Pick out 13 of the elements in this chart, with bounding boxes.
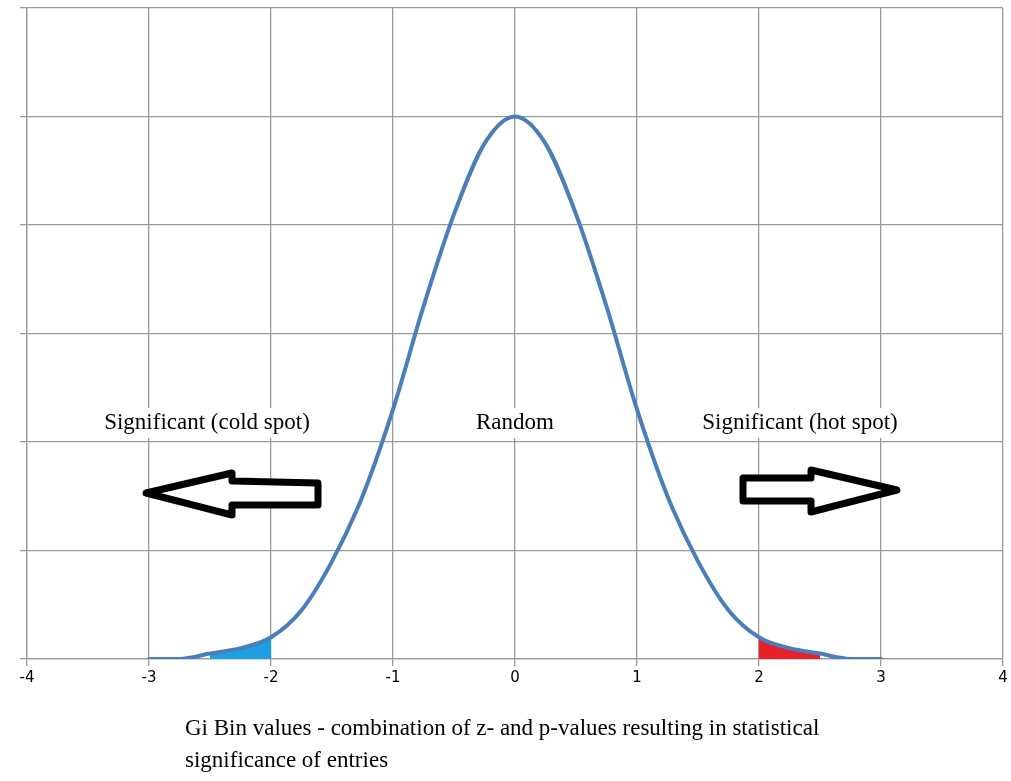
x-tick-label: 0 bbox=[510, 667, 520, 686]
x-tick-label: -3 bbox=[141, 667, 157, 686]
x-axis-title: Gi Bin values - combination of z- and p-values resulting in statistical significance of entries bbox=[185, 714, 821, 774]
annotation: Significant (hot spot) bbox=[702, 409, 898, 435]
x-tick-label: 1 bbox=[632, 667, 642, 686]
annotation: Significant (cold spot) bbox=[104, 409, 310, 435]
x-tick-label: -2 bbox=[263, 667, 279, 686]
x-tick-label: 2 bbox=[754, 667, 764, 686]
x-tick-label: -4 bbox=[19, 667, 35, 686]
x-tick-label: 4 bbox=[998, 667, 1008, 686]
x-tick-label: 3 bbox=[876, 667, 886, 686]
x-tick-label: -1 bbox=[385, 667, 401, 686]
annotation: Random bbox=[476, 409, 555, 435]
